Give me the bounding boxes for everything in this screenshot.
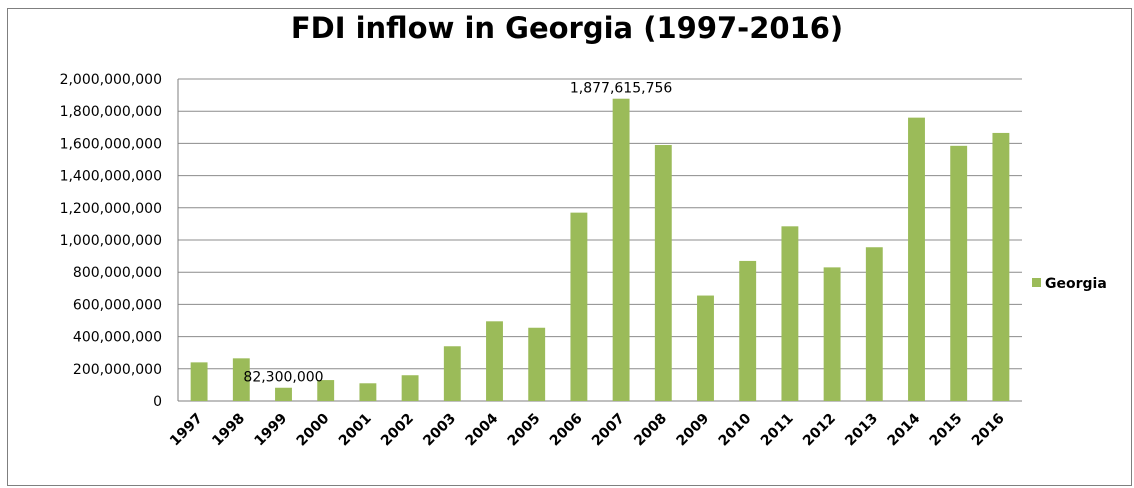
data-label-2007: 1,877,615,756: [570, 81, 673, 97]
x-tick-label-2003: 2003: [420, 411, 459, 450]
gridlines: [177, 78, 1022, 402]
bar-2011: [781, 226, 799, 401]
x-tick-label-2002: 2002: [378, 411, 417, 450]
x-tick-label-2001: 2001: [336, 411, 375, 450]
chart-title: FDI inflow in Georgia (1997-2016): [290, 11, 844, 45]
bar-2003: [443, 346, 461, 401]
bars: [190, 98, 1010, 402]
y-tick-label: 1,400,000,000: [60, 169, 162, 185]
legend-label-georgia: Georgia: [1045, 276, 1107, 292]
bar-2009: [697, 295, 714, 401]
x-tick-label-2014: 2014: [884, 410, 923, 449]
y-tick-label: 1,000,000,000: [60, 233, 162, 249]
x-tick-label-1998: 1998: [209, 411, 248, 450]
y-tick-label: 600,000,000: [73, 297, 162, 313]
x-tick-label-2016: 2016: [969, 411, 1008, 450]
bar-2007: [612, 98, 630, 402]
bar-2005: [528, 327, 546, 401]
x-tick-label-2007: 2007: [589, 411, 628, 450]
bar-1998: [232, 358, 250, 401]
y-tick-label: 200,000,000: [73, 362, 162, 378]
y-tick-label: 800,000,000: [73, 265, 162, 281]
y-tick-label: 1,800,000,000: [60, 104, 162, 120]
x-tick-label-2015: 2015: [927, 411, 966, 450]
y-tick-label: 0: [153, 394, 162, 410]
bar-2000: [317, 380, 335, 401]
y-tick-label: 400,000,000: [73, 330, 162, 346]
x-tick-label-2004: 2004: [462, 410, 501, 449]
bar-2014: [908, 117, 925, 401]
x-tick-label-2006: 2006: [547, 411, 586, 450]
data-labels: 82,300,000 1,877,615,756: [243, 81, 672, 386]
legend: Georgia: [1032, 276, 1107, 292]
x-tick-label-2009: 2009: [673, 411, 712, 450]
bar-2006: [570, 212, 588, 401]
x-tick-label-1999: 1999: [251, 411, 290, 450]
bar-2012: [823, 267, 841, 401]
x-tick-label-2010: 2010: [716, 410, 755, 449]
y-tick-label: 1,200,000,000: [60, 201, 162, 217]
x-tick-label-2005: 2005: [505, 411, 544, 450]
bar-2013: [865, 247, 883, 401]
x-tick-label-2000: 2000: [294, 410, 333, 449]
bar-2016: [992, 132, 1010, 401]
bar-1997: [190, 362, 208, 401]
chart-frame: [7, 8, 1132, 486]
x-tick-label-1997: 1997: [167, 411, 206, 450]
y-axis-tick-labels: 0 200,000,000 400,000,000 600,000,000 800,00…: [60, 72, 162, 410]
legend-swatch-georgia: [1032, 278, 1041, 287]
bar-2010: [739, 260, 757, 401]
bar-2015: [950, 145, 968, 401]
y-tick-label: 1,600,000,000: [60, 136, 162, 152]
y-tick-label: 2,000,000,000: [60, 72, 162, 88]
bar-2002: [401, 375, 419, 401]
bar-2004: [486, 321, 503, 401]
bar-2008: [654, 145, 672, 401]
x-tick-label-2012: 2012: [800, 411, 839, 450]
x-tick-label-2013: 2013: [842, 411, 881, 450]
bar-2001: [359, 383, 377, 401]
data-label-1999: 82,300,000: [243, 370, 323, 386]
x-axis-tick-labels: 1997 1998 1999 2000 2001 2002 2003 2004 2005 2006…: [167, 410, 1008, 449]
x-tick-label-2011: 2011: [758, 411, 797, 450]
x-tick-label-2008: 2008: [631, 411, 670, 450]
bar-1999: [275, 387, 292, 401]
